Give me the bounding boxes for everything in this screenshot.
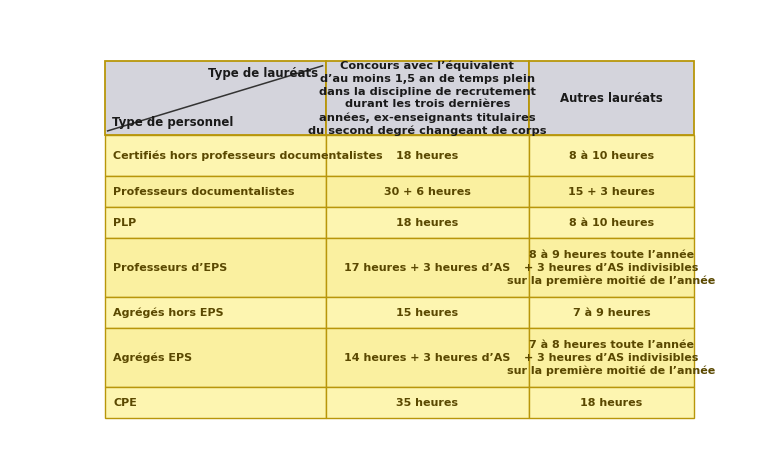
Bar <box>529 135 694 176</box>
Bar <box>326 238 529 297</box>
Text: 30 + 6 heures: 30 + 6 heures <box>384 187 471 197</box>
Bar <box>326 208 529 238</box>
Bar <box>326 328 529 387</box>
Text: PLP: PLP <box>113 218 136 228</box>
Bar <box>104 297 326 328</box>
Text: 8 à 10 heures: 8 à 10 heures <box>569 151 654 161</box>
Text: 15 heures: 15 heures <box>397 308 458 318</box>
Text: 18 heures: 18 heures <box>396 218 458 228</box>
Bar <box>326 135 529 176</box>
Bar <box>104 61 326 135</box>
Bar <box>529 297 694 328</box>
Bar <box>104 238 326 297</box>
Bar <box>104 387 326 418</box>
Bar <box>104 328 326 387</box>
Text: Agrégés hors EPS: Agrégés hors EPS <box>113 308 224 318</box>
Bar <box>529 328 694 387</box>
Bar <box>529 208 694 238</box>
Text: Professeurs documentalistes: Professeurs documentalistes <box>113 187 294 197</box>
Text: Type de personnel: Type de personnel <box>112 116 233 129</box>
Bar <box>326 387 529 418</box>
Text: CPE: CPE <box>113 398 137 408</box>
Bar <box>326 61 529 135</box>
Text: 7 à 9 heures: 7 à 9 heures <box>573 308 650 318</box>
Text: Agrégés EPS: Agrégés EPS <box>113 352 192 363</box>
Bar <box>326 176 529 208</box>
Bar <box>104 176 326 208</box>
Text: 18 heures: 18 heures <box>396 151 458 161</box>
Text: 8 à 9 heures toute l’année
+ 3 heures d’AS indivisibles
sur la première moitié d: 8 à 9 heures toute l’année + 3 heures d’… <box>507 250 715 285</box>
Bar <box>529 61 694 135</box>
Bar <box>326 297 529 328</box>
Text: Concours avec l’équivalent
d’au moins 1,5 an de temps plein
dans la discipline d: Concours avec l’équivalent d’au moins 1,… <box>308 60 547 136</box>
Bar <box>529 387 694 418</box>
Text: 8 à 10 heures: 8 à 10 heures <box>569 218 654 228</box>
Bar <box>529 238 694 297</box>
Bar <box>104 135 326 176</box>
Text: 18 heures: 18 heures <box>580 398 643 408</box>
Text: Certifiés hors professeurs documentalistes: Certifiés hors professeurs documentalist… <box>113 151 382 161</box>
Text: 14 heures + 3 heures d’AS: 14 heures + 3 heures d’AS <box>344 353 510 363</box>
Bar <box>104 208 326 238</box>
Text: 7 à 8 heures toute l’année
+ 3 heures d’AS indivisibles
sur la première moitié d: 7 à 8 heures toute l’année + 3 heures d’… <box>507 340 715 376</box>
Text: 17 heures + 3 heures d’AS: 17 heures + 3 heures d’AS <box>344 263 510 273</box>
Text: Professeurs d’EPS: Professeurs d’EPS <box>113 263 227 273</box>
Bar <box>529 176 694 208</box>
Text: 15 + 3 heures: 15 + 3 heures <box>568 187 654 197</box>
Text: Type de lauréats: Type de lauréats <box>208 67 319 80</box>
Text: Autres lauréats: Autres lauréats <box>560 92 663 105</box>
Text: 35 heures: 35 heures <box>397 398 458 408</box>
